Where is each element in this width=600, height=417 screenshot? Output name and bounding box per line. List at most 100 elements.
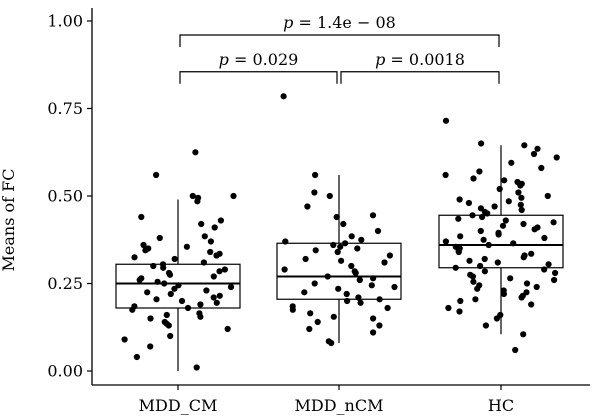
data-point — [456, 196, 463, 203]
data-point — [551, 276, 558, 284]
data-point — [370, 315, 377, 322]
data-point — [374, 227, 382, 235]
data-point — [534, 145, 541, 152]
data-point — [175, 282, 182, 289]
data-point — [493, 315, 500, 322]
data-point — [381, 259, 388, 266]
data-point — [138, 213, 145, 221]
data-point — [280, 93, 287, 100]
data-point — [457, 233, 464, 240]
data-point — [194, 198, 201, 205]
data-point — [376, 296, 383, 303]
data-point — [517, 201, 524, 208]
data-point — [144, 289, 151, 296]
data-point — [227, 283, 235, 291]
data-point — [505, 198, 512, 205]
data-point — [147, 343, 154, 350]
data-point — [456, 308, 463, 315]
data-point — [386, 252, 393, 259]
data-point — [477, 227, 484, 235]
data-point — [201, 233, 208, 240]
data-point — [330, 313, 337, 320]
data-point — [306, 325, 313, 333]
data-point — [163, 311, 170, 319]
data-point — [469, 212, 476, 219]
data-point — [352, 269, 359, 277]
data-point — [348, 262, 355, 270]
iqr-box — [438, 214, 564, 269]
data-point — [528, 301, 535, 308]
data-point — [150, 262, 157, 270]
data-point — [171, 255, 178, 263]
data-point — [337, 243, 344, 250]
data-point — [335, 285, 342, 292]
data-point — [442, 238, 449, 245]
p-value-label: p = 0.0018 — [375, 50, 465, 69]
iqr-box — [276, 242, 402, 300]
data-point — [358, 236, 365, 243]
data-point — [474, 285, 481, 292]
data-point — [216, 268, 223, 275]
data-point — [455, 248, 462, 256]
data-point — [314, 318, 321, 326]
data-point — [508, 159, 515, 166]
data-point — [502, 217, 509, 224]
data-point — [368, 282, 375, 289]
data-point — [445, 304, 452, 312]
data-point — [470, 175, 477, 182]
data-point — [355, 294, 362, 301]
data-point — [216, 292, 223, 299]
data-point — [302, 255, 309, 263]
data-point — [334, 248, 341, 256]
data-point — [129, 306, 136, 313]
data-point — [197, 301, 204, 308]
data-point — [376, 322, 383, 329]
points-layer — [121, 93, 560, 371]
data-point — [523, 280, 531, 287]
data-point — [311, 189, 318, 196]
significance-bracket: p = 0.0018 — [340, 50, 500, 84]
data-point — [469, 273, 476, 280]
data-point — [171, 285, 178, 292]
data-point — [140, 241, 147, 249]
data-point — [121, 336, 128, 343]
data-point — [193, 364, 200, 371]
data-point — [518, 206, 525, 214]
data-point — [333, 213, 340, 221]
y-tick-label: 1.00 — [47, 12, 83, 31]
data-point — [494, 259, 501, 266]
data-point — [154, 278, 161, 285]
data-point — [210, 294, 217, 301]
data-point — [147, 315, 154, 322]
data-point — [500, 290, 507, 298]
data-point — [160, 264, 167, 271]
y-tick-label: 0.25 — [47, 274, 83, 293]
data-point — [452, 264, 459, 271]
data-point — [178, 297, 186, 305]
data-point — [338, 257, 345, 264]
data-point — [520, 220, 527, 228]
data-point — [217, 217, 224, 224]
data-point — [521, 142, 528, 149]
data-point — [354, 245, 361, 252]
data-point — [507, 275, 514, 282]
data-point — [479, 213, 486, 221]
data-point — [224, 325, 231, 333]
data-point — [384, 304, 391, 312]
data-point — [491, 203, 498, 210]
data-point — [501, 177, 508, 184]
data-point — [213, 299, 220, 306]
data-point — [213, 252, 220, 259]
data-point — [552, 269, 559, 277]
data-point — [282, 238, 289, 245]
data-point — [307, 310, 314, 317]
data-point — [481, 268, 488, 275]
data-point — [153, 296, 160, 303]
data-point — [165, 322, 172, 329]
y-axis-title: Means of FC — [0, 169, 18, 272]
iqr-box — [115, 263, 241, 309]
data-point — [210, 273, 217, 280]
data-point — [192, 149, 199, 156]
data-point — [133, 353, 140, 361]
